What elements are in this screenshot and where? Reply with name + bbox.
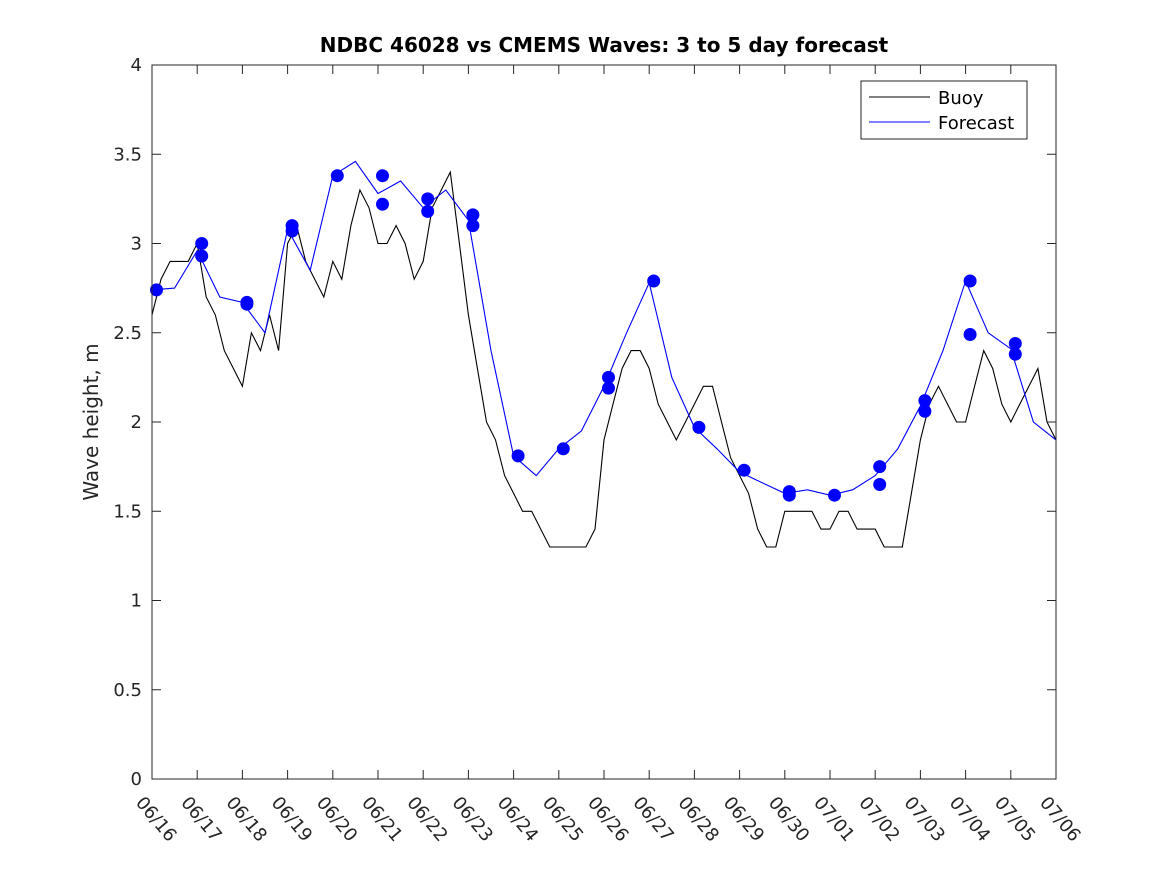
y-tick-label: 1 [131,591,142,612]
y-tick-label: 3.5 [113,144,142,165]
forecast-marker [511,449,525,463]
forecast-marker [737,463,751,477]
forecast-marker [602,370,615,384]
series-line-buoy [151,170,1057,548]
forecast-marker [466,208,480,222]
y-axis-label: Wave height, m [79,343,103,500]
forecast-marker [782,488,796,502]
forecast-marker [602,381,615,395]
forecast-marker [647,274,661,288]
forecast-marker [285,224,299,238]
forecast-marker [240,297,254,311]
forecast-marker [376,169,389,183]
y-tick-label: 3 [131,234,142,255]
forecast-marker [195,237,209,250]
forecast-marker [421,192,435,206]
forecast-marker [1008,347,1022,361]
plot-area [152,65,1056,779]
forecast-marker [330,169,344,183]
forecast-marker [150,283,163,297]
forecast-marker [918,394,932,408]
y-tick-label: 2.5 [113,323,142,344]
forecast-marker [195,249,209,263]
forecast-marker [828,488,841,502]
y-tick-label: 4 [131,55,142,76]
legend-buoy-label: Buoy [938,88,984,109]
y-tick-label: 0 [131,769,142,790]
forecast-marker [376,197,389,211]
forecast-marker [556,442,570,456]
forecast-marker [963,274,977,288]
forecast-marker [466,219,480,233]
legend-box [860,80,1028,140]
chart-title: NDBC 46028 vs CMEMS Waves: 3 to 5 day fo… [320,33,889,57]
forecast-marker [918,404,932,418]
y-tick-label: 2 [131,412,142,433]
forecast-marker [692,420,706,434]
forecast-marker [1008,337,1022,350]
marker-layer [150,169,1022,502]
forecast-marker [873,478,887,491]
legend-forecast-label: Forecast [938,113,1014,134]
forecast-marker [963,328,977,341]
forecast-marker [873,460,887,474]
y-tick-label: 1.5 [113,501,142,522]
forecast-marker [421,204,435,218]
legend: Buoy Forecast [860,80,1028,140]
y-tick-label: 0.5 [113,680,142,701]
